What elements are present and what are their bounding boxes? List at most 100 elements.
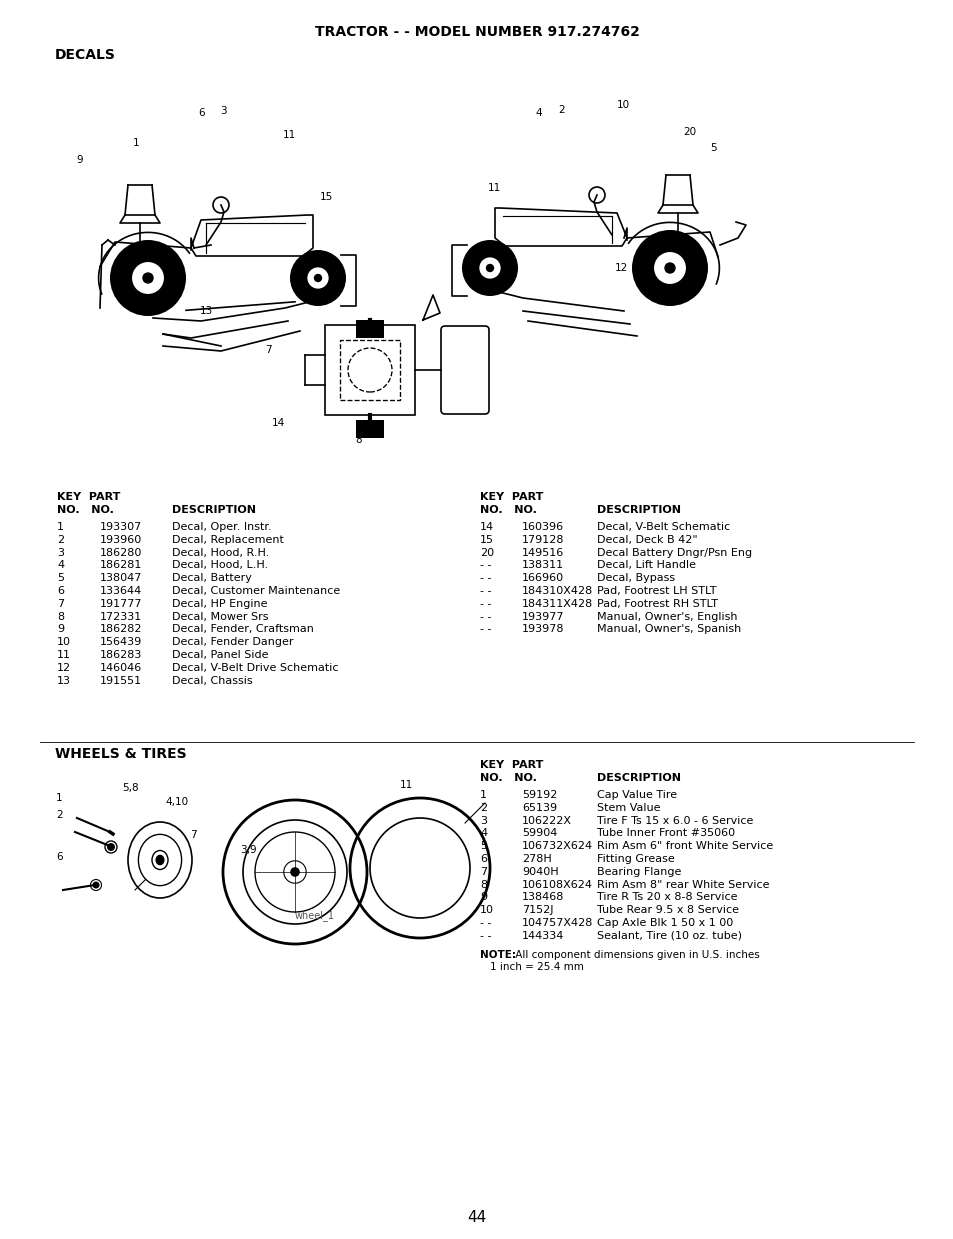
Text: 4,10: 4,10 <box>165 797 188 807</box>
Text: 13: 13 <box>644 266 658 278</box>
Text: KEY  PART: KEY PART <box>479 760 543 769</box>
Text: 10: 10 <box>57 637 71 647</box>
Polygon shape <box>355 320 384 338</box>
Text: 8: 8 <box>355 435 361 445</box>
Circle shape <box>314 274 322 282</box>
Text: Decal, Chassis: Decal, Chassis <box>172 675 253 685</box>
Text: Rim Asm 8" rear White Service: Rim Asm 8" rear White Service <box>597 880 769 890</box>
Text: 160396: 160396 <box>521 522 563 532</box>
Text: Decal Battery Dngr/Psn Eng: Decal Battery Dngr/Psn Eng <box>597 548 751 558</box>
FancyBboxPatch shape <box>440 326 489 414</box>
Circle shape <box>663 263 675 274</box>
Text: Decal, HP Engine: Decal, HP Engine <box>172 598 267 608</box>
Text: 20: 20 <box>479 548 494 558</box>
Text: Decal, Lift Handle: Decal, Lift Handle <box>597 560 696 570</box>
Text: 186280: 186280 <box>100 548 142 558</box>
Ellipse shape <box>152 850 168 870</box>
Text: 6: 6 <box>56 852 63 862</box>
Bar <box>325 325 415 415</box>
Circle shape <box>485 264 494 273</box>
Text: - -: - - <box>479 560 491 570</box>
Text: 20: 20 <box>682 128 696 138</box>
Text: Decal, Customer Maintenance: Decal, Customer Maintenance <box>172 586 340 596</box>
Text: 184310X428: 184310X428 <box>521 586 593 596</box>
Text: Decal, Hood, R.H.: Decal, Hood, R.H. <box>172 548 269 558</box>
Circle shape <box>107 843 115 851</box>
Text: 65139: 65139 <box>521 803 557 813</box>
Circle shape <box>132 261 164 294</box>
Text: 104757X428: 104757X428 <box>521 918 593 928</box>
Circle shape <box>110 240 186 316</box>
Text: 138468: 138468 <box>521 892 564 902</box>
Text: 59192: 59192 <box>521 790 557 800</box>
Text: - -: - - <box>479 574 491 584</box>
Text: Decal, V-Belt Drive Schematic: Decal, V-Belt Drive Schematic <box>172 663 338 673</box>
Text: Decal, Fender, Craftsman: Decal, Fender, Craftsman <box>172 624 314 634</box>
Text: TRACTOR - - MODEL NUMBER 917.274762: TRACTOR - - MODEL NUMBER 917.274762 <box>314 25 639 38</box>
Text: KEY  PART: KEY PART <box>479 492 543 502</box>
Text: 193960: 193960 <box>100 535 142 545</box>
Text: Bearing Flange: Bearing Flange <box>597 867 680 877</box>
Text: Decal, Panel Side: Decal, Panel Side <box>172 650 268 660</box>
Text: Cap Axle Blk 1 50 x 1 00: Cap Axle Blk 1 50 x 1 00 <box>597 918 733 928</box>
Text: 138047: 138047 <box>100 574 142 584</box>
Text: 9040H: 9040H <box>521 867 558 877</box>
Text: 146046: 146046 <box>100 663 142 673</box>
Text: Decal, Mower Srs: Decal, Mower Srs <box>172 612 268 622</box>
Text: 191777: 191777 <box>100 598 142 608</box>
Text: 9: 9 <box>479 892 487 902</box>
Text: 7: 7 <box>265 344 272 356</box>
Text: 11: 11 <box>57 650 71 660</box>
Text: All component dimensions given in U.S. inches: All component dimensions given in U.S. i… <box>512 949 759 959</box>
Text: Decal, Battery: Decal, Battery <box>172 574 252 584</box>
Text: 184311X428: 184311X428 <box>521 598 593 608</box>
Text: - -: - - <box>479 612 491 622</box>
Text: 186283: 186283 <box>100 650 142 660</box>
Text: 193307: 193307 <box>100 522 142 532</box>
Text: Decal, Fender Danger: Decal, Fender Danger <box>172 637 294 647</box>
Circle shape <box>478 258 500 279</box>
Text: Pad, Footrest RH STLT: Pad, Footrest RH STLT <box>597 598 718 608</box>
Text: Tube Inner Front #35060: Tube Inner Front #35060 <box>597 829 735 839</box>
Text: 179128: 179128 <box>521 535 564 545</box>
Text: 14: 14 <box>272 418 285 427</box>
Text: 7: 7 <box>190 830 196 840</box>
Text: 44: 44 <box>467 1211 486 1225</box>
Text: 191551: 191551 <box>100 675 142 685</box>
Circle shape <box>142 273 153 284</box>
Ellipse shape <box>156 855 164 865</box>
Text: 14: 14 <box>479 522 494 532</box>
Circle shape <box>290 250 346 306</box>
Text: 133644: 133644 <box>100 586 142 596</box>
Circle shape <box>92 881 99 888</box>
Text: 138311: 138311 <box>521 560 563 570</box>
Text: 149516: 149516 <box>521 548 563 558</box>
Text: - -: - - <box>479 918 491 928</box>
Text: NO.   NO.: NO. NO. <box>57 506 113 515</box>
Text: 4: 4 <box>535 108 541 118</box>
Text: 1 inch = 25.4 mm: 1 inch = 25.4 mm <box>490 961 583 971</box>
Text: 8: 8 <box>479 880 487 890</box>
Text: 12: 12 <box>57 663 71 673</box>
Text: 5: 5 <box>479 841 486 851</box>
Text: 7: 7 <box>57 598 64 608</box>
Text: 6: 6 <box>198 108 204 118</box>
Text: 3,9: 3,9 <box>240 845 256 855</box>
Text: - -: - - <box>479 624 491 634</box>
Text: Decal, Hood, L.H.: Decal, Hood, L.H. <box>172 560 268 570</box>
Text: 6: 6 <box>479 854 486 864</box>
Text: WHEELS & TIRES: WHEELS & TIRES <box>55 747 187 761</box>
Ellipse shape <box>138 834 181 886</box>
Text: Decal, Replacement: Decal, Replacement <box>172 535 284 545</box>
Text: 8: 8 <box>57 612 64 622</box>
Text: KEY  PART: KEY PART <box>57 492 120 502</box>
Text: Decal, Oper. Instr.: Decal, Oper. Instr. <box>172 522 272 532</box>
Text: 193978: 193978 <box>521 624 564 634</box>
Bar <box>339 339 399 400</box>
Text: Tube Rear 9.5 x 8 Service: Tube Rear 9.5 x 8 Service <box>597 906 739 916</box>
Text: 9: 9 <box>57 624 64 634</box>
Circle shape <box>290 867 299 877</box>
Text: 6: 6 <box>57 586 64 596</box>
Text: 13: 13 <box>200 306 213 316</box>
Text: 7: 7 <box>479 867 487 877</box>
